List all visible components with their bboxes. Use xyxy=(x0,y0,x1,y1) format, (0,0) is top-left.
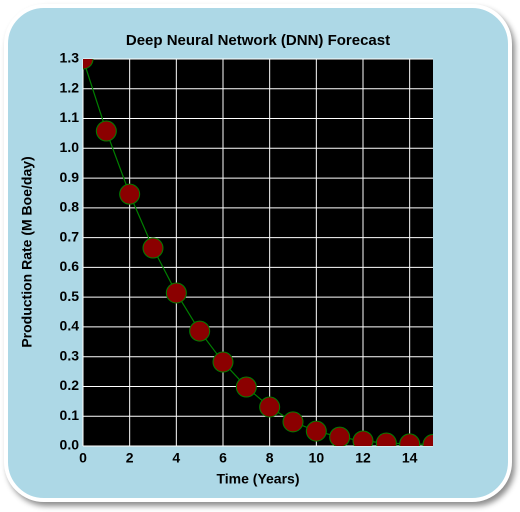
chart-title: Deep Neural Network (DNN) Forecast xyxy=(126,32,390,49)
data-point xyxy=(282,411,304,433)
data-point xyxy=(399,433,421,446)
x-tick-label: 12 xyxy=(355,450,371,466)
data-point xyxy=(189,320,211,342)
data-point xyxy=(422,434,433,446)
plot-area xyxy=(83,59,433,446)
y-axis-label: Production Rate (M Boe/day) xyxy=(19,156,35,347)
y-tick-label: 1.0 xyxy=(60,139,80,155)
data-point xyxy=(95,120,117,142)
y-tick-label: 0.9 xyxy=(60,169,80,185)
x-axis-label: Time (Years) xyxy=(216,471,299,487)
x-tick-label: 14 xyxy=(402,450,418,466)
series-line xyxy=(83,59,433,446)
y-tick-label: 0.0 xyxy=(60,437,80,453)
x-tick-label: 4 xyxy=(172,450,180,466)
y-tick-label: 1.2 xyxy=(60,79,80,95)
data-point xyxy=(165,282,187,304)
data-point xyxy=(83,59,94,70)
data-point xyxy=(259,396,281,418)
y-tick-label: 0.6 xyxy=(60,258,80,274)
data-point xyxy=(212,351,234,373)
y-tick-label: 0.1 xyxy=(60,407,80,423)
y-tick-label: 0.5 xyxy=(60,288,80,304)
data-point xyxy=(329,426,351,446)
data-point xyxy=(119,183,141,205)
y-tick-label: 1.1 xyxy=(60,109,80,125)
y-tick-label: 0.4 xyxy=(60,318,80,334)
y-tick-label: 0.2 xyxy=(60,377,80,393)
data-point xyxy=(142,237,164,259)
x-tick-label: 10 xyxy=(309,450,325,466)
data-point xyxy=(352,430,374,446)
y-tick-label: 0.3 xyxy=(60,347,80,363)
y-tick-label: 0.8 xyxy=(60,199,80,215)
data-point xyxy=(375,432,397,446)
x-tick-label: 0 xyxy=(79,450,87,466)
data-point xyxy=(235,376,257,398)
data-point xyxy=(305,420,327,442)
x-tick-label: 8 xyxy=(266,450,274,466)
x-tick-label: 2 xyxy=(126,450,134,466)
y-tick-label: 0.7 xyxy=(60,228,80,244)
y-tick-label: 1.3 xyxy=(60,50,80,66)
x-tick-label: 6 xyxy=(219,450,227,466)
